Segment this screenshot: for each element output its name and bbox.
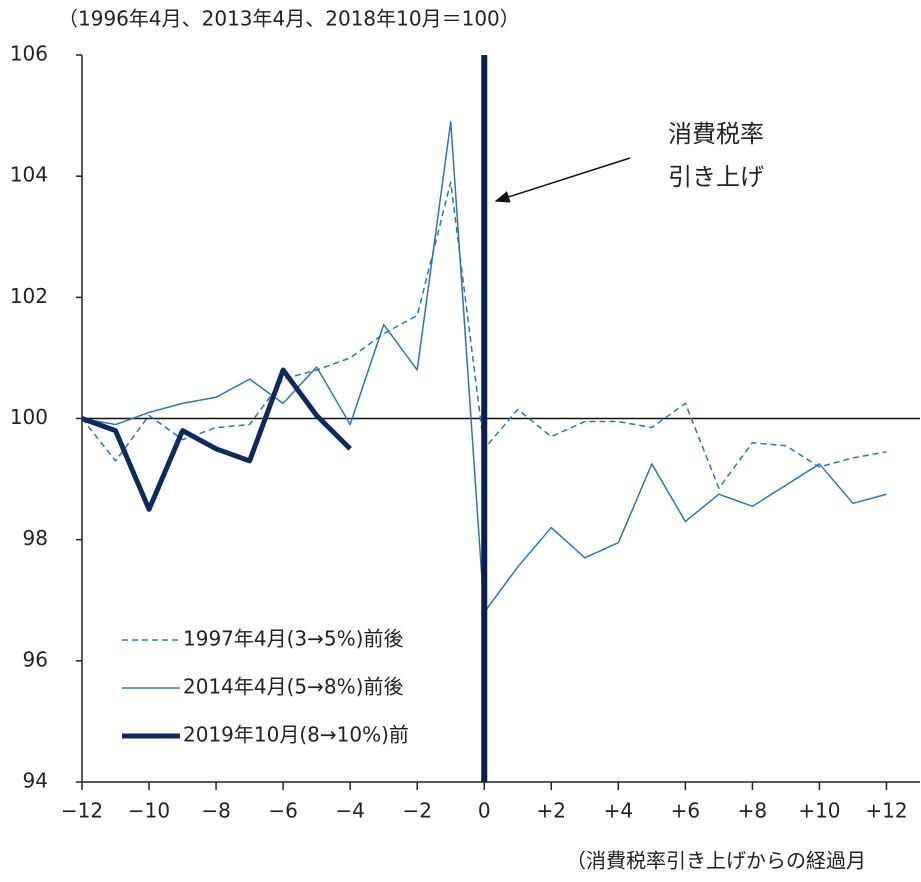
y-tick-label: 96 (23, 647, 48, 671)
annotation-arrow (494, 157, 631, 203)
y-tick-label: 100 (10, 405, 48, 429)
y-tick-label: 98 (23, 526, 48, 550)
y-tick-label: 94 (23, 769, 48, 793)
legend-label: 2014年4月(5→8%)前後 (183, 675, 403, 699)
x-tick-label: +6 (671, 799, 700, 823)
x-tick-label: −8 (201, 799, 230, 823)
x-tick-label: 0 (478, 799, 491, 823)
x-tick-label: +2 (537, 799, 566, 823)
x-tick-label: −4 (335, 799, 364, 823)
chart-title: （1996年4月、2013年4月、2018年10月＝100） (58, 7, 520, 31)
series-line (81, 367, 352, 512)
x-tick-label: +8 (738, 799, 767, 823)
x-tick-label: −6 (268, 799, 297, 823)
x-tick-label: −12 (61, 799, 103, 823)
legend-label: 2019年10月(8→10%)前 (183, 723, 409, 747)
annotation: 消費税率 (668, 120, 764, 148)
annotation: 引き上げ (668, 163, 764, 191)
x-axis-label: （消費税率引き上げからの経過月 (566, 849, 866, 873)
y-tick-label: 106 (10, 42, 48, 66)
x-tick-label: +10 (798, 799, 840, 823)
x-tick-label: −2 (402, 799, 431, 823)
y-tick-label: 102 (10, 284, 48, 308)
x-tick-label: +4 (604, 799, 633, 823)
legend-label: 1997年4月(3→5%)前後 (183, 627, 403, 651)
x-tick-label: −10 (128, 799, 170, 823)
y-tick-label: 104 (10, 163, 48, 187)
x-tick-label: +12 (865, 799, 907, 823)
